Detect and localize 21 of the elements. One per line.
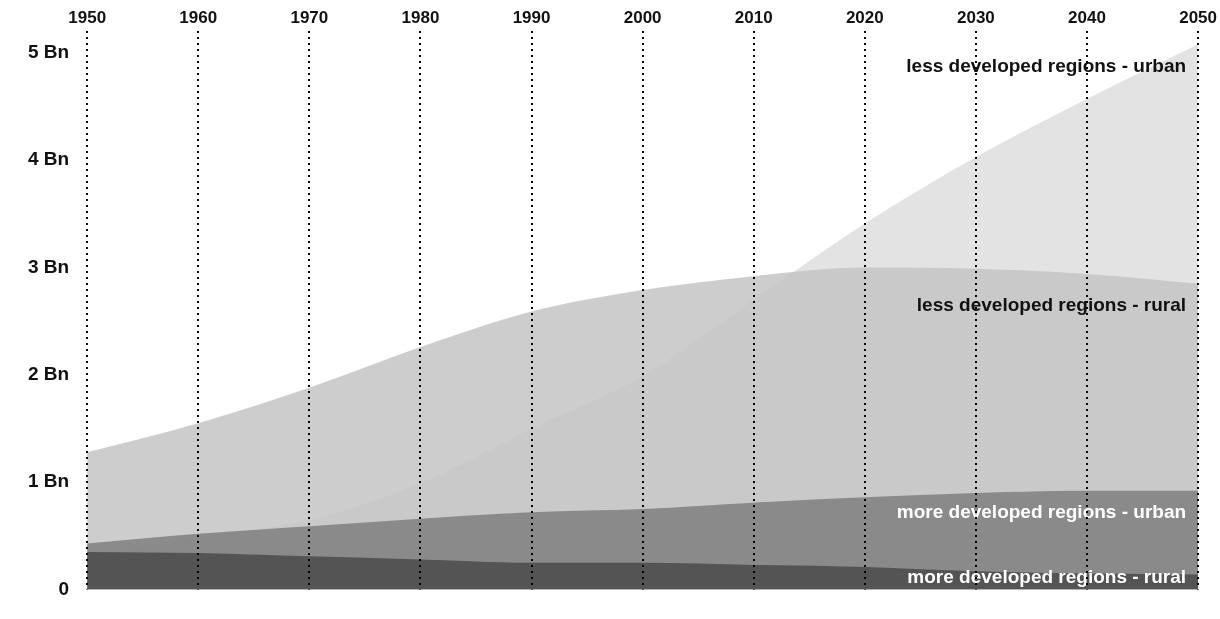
y-tick-label: 1 Bn — [27, 470, 70, 492]
x-tick-label: 1950 — [68, 7, 107, 27]
x-tick-label: 1990 — [512, 7, 551, 27]
x-tick-label: 1960 — [179, 7, 218, 27]
y-tick-label: 4 Bn — [27, 148, 70, 170]
y-tick-label: 0 — [58, 577, 70, 599]
series-label: less developed regions - rural — [916, 293, 1187, 315]
x-tick-label: 2020 — [845, 7, 884, 27]
series-label: more developed regions - rural — [907, 565, 1187, 587]
x-tick-label: 1980 — [401, 7, 440, 27]
y-tick-label: 2 Bn — [27, 363, 70, 385]
x-tick-label: 2040 — [1068, 7, 1106, 27]
series-label: less developed regions - urban — [906, 54, 1187, 76]
x-tick-label: 1970 — [290, 7, 329, 27]
y-tick-label: 5 Bn — [27, 41, 70, 63]
y-tick-label: 3 Bn — [27, 255, 70, 277]
x-tick-label: 2030 — [956, 7, 995, 27]
series-label: more developed regions - urban — [896, 501, 1187, 523]
x-tick-label: 2000 — [623, 7, 662, 27]
x-tick-label: 2010 — [734, 7, 773, 27]
x-tick-label: 2050 — [1179, 7, 1217, 27]
